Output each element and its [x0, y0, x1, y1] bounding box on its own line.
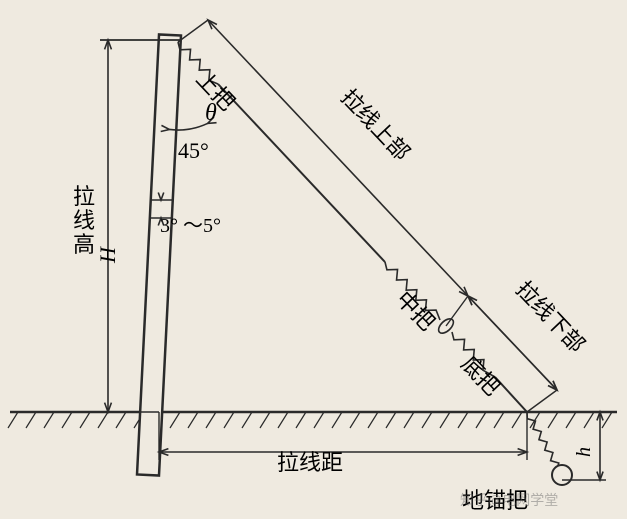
angle-value-label: 45°: [178, 138, 209, 163]
anchor-ball: [552, 465, 572, 485]
svg-text:线: 线: [73, 208, 95, 233]
height-symbol-label: H: [95, 246, 120, 264]
depth-symbol-label: h: [573, 447, 595, 457]
svg-text:高: 高: [73, 232, 95, 257]
svg-text:拉: 拉: [73, 184, 95, 209]
anchor-hold-label: 地锚把: [462, 488, 528, 513]
tilt-range-label: 3° ～5°: [160, 215, 221, 237]
distance-label: 拉线距: [277, 450, 343, 475]
